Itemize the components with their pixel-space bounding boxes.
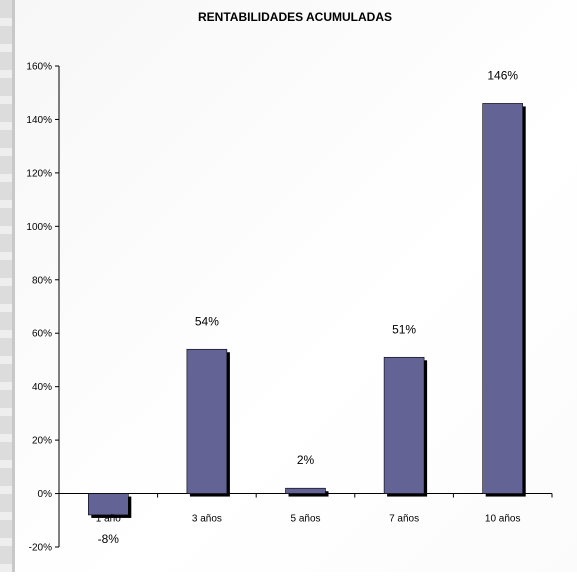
x-tick-label: 1 año	[96, 514, 121, 525]
data-label: 51%	[392, 322, 416, 336]
sheet-row-stripes	[0, 0, 12, 572]
y-tick-label: 160%	[26, 62, 52, 73]
bar	[88, 493, 129, 516]
bar	[482, 103, 524, 494]
bar-shadow	[288, 491, 329, 497]
bar	[383, 356, 425, 494]
axes: -20% 0% 20% 40% 60% 80% 100% 120% 140% 160%	[26, 62, 553, 554]
bar	[186, 348, 228, 494]
y-tick-label: 80%	[32, 275, 52, 286]
data-label: 2%	[297, 453, 315, 467]
y-tick-label: 20%	[32, 436, 52, 447]
x-tick-label: 7 años	[389, 514, 419, 525]
chart-area: RENTABILIDADES ACUMULADAS -20% 0% 20% 40% 60…	[15, 0, 577, 572]
y-tick-label: -20%	[29, 543, 52, 554]
data-label: 54%	[195, 314, 219, 328]
y-tick-label: 60%	[32, 329, 52, 340]
data-label: 146%	[487, 68, 518, 82]
sheet-divider	[12, 0, 15, 572]
bar-chart: RENTABILIDADES ACUMULADAS -20% 0% 20% 40% 60…	[26, 10, 553, 554]
labels: -8% 54% 2% 51% 146% 1 año 3 años 5 años 7 años 10…	[96, 68, 521, 546]
bar	[285, 487, 326, 494]
x-tick-label: 5 años	[290, 514, 320, 525]
x-tick-label: 10 años	[485, 514, 521, 525]
y-tick-label: 40%	[32, 382, 52, 393]
data-label: -8%	[98, 532, 120, 546]
y-tick-label: 140%	[26, 115, 52, 126]
y-tick-label: 100%	[26, 222, 52, 233]
bars	[88, 103, 526, 518]
y-tick-label: 120%	[26, 168, 52, 179]
y-tick-label: 0%	[38, 489, 53, 500]
chart-title: RENTABILIDADES ACUMULADAS	[198, 10, 392, 24]
x-tick-label: 3 años	[192, 514, 222, 525]
